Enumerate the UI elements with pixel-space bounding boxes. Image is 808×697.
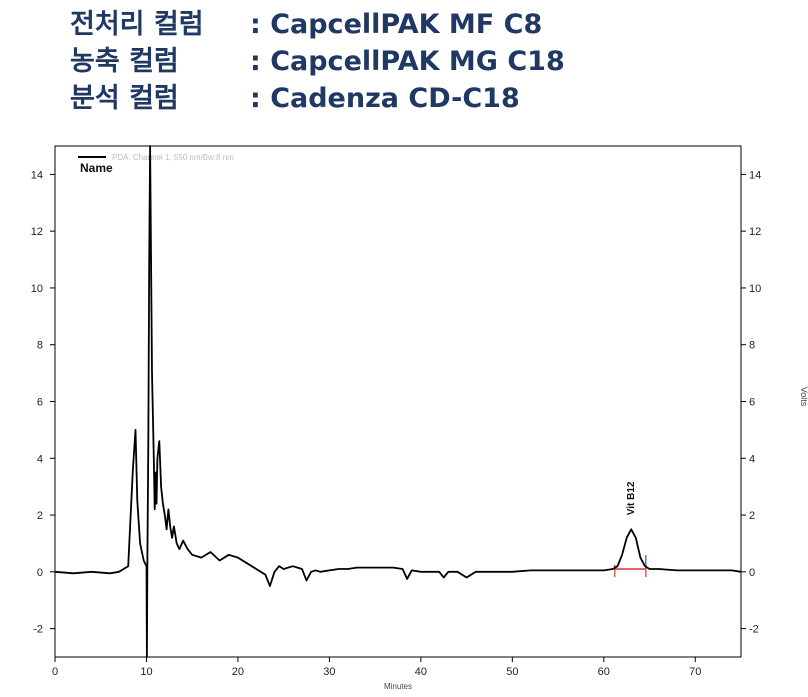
y-tick-label-right: 6 bbox=[749, 397, 755, 409]
x-tick-label: 10 bbox=[140, 666, 152, 678]
y-tick-label-left: 6 bbox=[37, 397, 43, 409]
y-tick-label-right: 8 bbox=[749, 340, 755, 352]
y-tick-label-right: 10 bbox=[749, 283, 761, 295]
y-tick-label-left: 10 bbox=[31, 283, 43, 295]
x-axis-label: Minutes bbox=[384, 682, 412, 691]
pretreatment-column-label: 전처리 컬럼 bbox=[70, 9, 204, 40]
y-axis-label-right: Volts bbox=[799, 387, 808, 407]
y-tick-label-left: 0 bbox=[37, 567, 43, 579]
y-tick-label-left: 12 bbox=[31, 226, 43, 238]
concentration-column-label: 농축 컬럼 bbox=[70, 46, 179, 77]
y-tick-label-left: 4 bbox=[37, 453, 43, 465]
peak-label-vit-b12: Vit B12 bbox=[626, 481, 637, 515]
y-tick-label-right: 12 bbox=[749, 226, 761, 238]
pretreatment-column-line: 전처리 컬럼 : CapcellPAK MF C8 bbox=[70, 6, 565, 43]
chromatogram-trace bbox=[54, 145, 742, 658]
pretreatment-column-value: : CapcellPAK MF C8 bbox=[250, 9, 543, 40]
x-tick-label: 30 bbox=[323, 666, 335, 678]
plot-frame bbox=[54, 145, 742, 658]
concentration-column-value: : CapcellPAK MG C18 bbox=[250, 46, 565, 77]
y-tick-label-left: -2 bbox=[33, 624, 43, 636]
y-tick-label-left: 14 bbox=[31, 169, 43, 181]
x-tick-label: 40 bbox=[415, 666, 427, 678]
legend-name-label: Name bbox=[80, 161, 113, 175]
concentration-column-line: 농축 컬럼 : CapcellPAK MG C18 bbox=[70, 43, 565, 80]
y-tick-label-right: 2 bbox=[749, 510, 755, 522]
analysis-column-line: 분석 컬럼 : Cadenza CD-C18 bbox=[70, 80, 565, 117]
x-tick-label: 60 bbox=[598, 666, 610, 678]
x-tick-label: 0 bbox=[52, 666, 58, 678]
y-tick-label-right: 14 bbox=[749, 169, 761, 181]
x-tick-label: 50 bbox=[506, 666, 518, 678]
column-info-header: 전처리 컬럼 : CapcellPAK MF C8 농축 컬럼 : Capcel… bbox=[70, 6, 565, 117]
y-tick-label-left: 8 bbox=[37, 340, 43, 352]
x-tick-label: 70 bbox=[689, 666, 701, 678]
legend-entry: PDA: Channel 1, 550 nm/Bw:8 nm bbox=[112, 153, 234, 162]
y-tick-label-right: 4 bbox=[749, 453, 755, 465]
y-tick-label-left: 2 bbox=[37, 510, 43, 522]
analysis-column-value: : Cadenza CD-C18 bbox=[250, 83, 520, 114]
x-tick-label: 20 bbox=[232, 666, 244, 678]
analysis-column-label: 분석 컬럼 bbox=[70, 83, 179, 114]
y-tick-label-right: -2 bbox=[749, 624, 759, 636]
y-tick-label-right: 0 bbox=[749, 567, 755, 579]
